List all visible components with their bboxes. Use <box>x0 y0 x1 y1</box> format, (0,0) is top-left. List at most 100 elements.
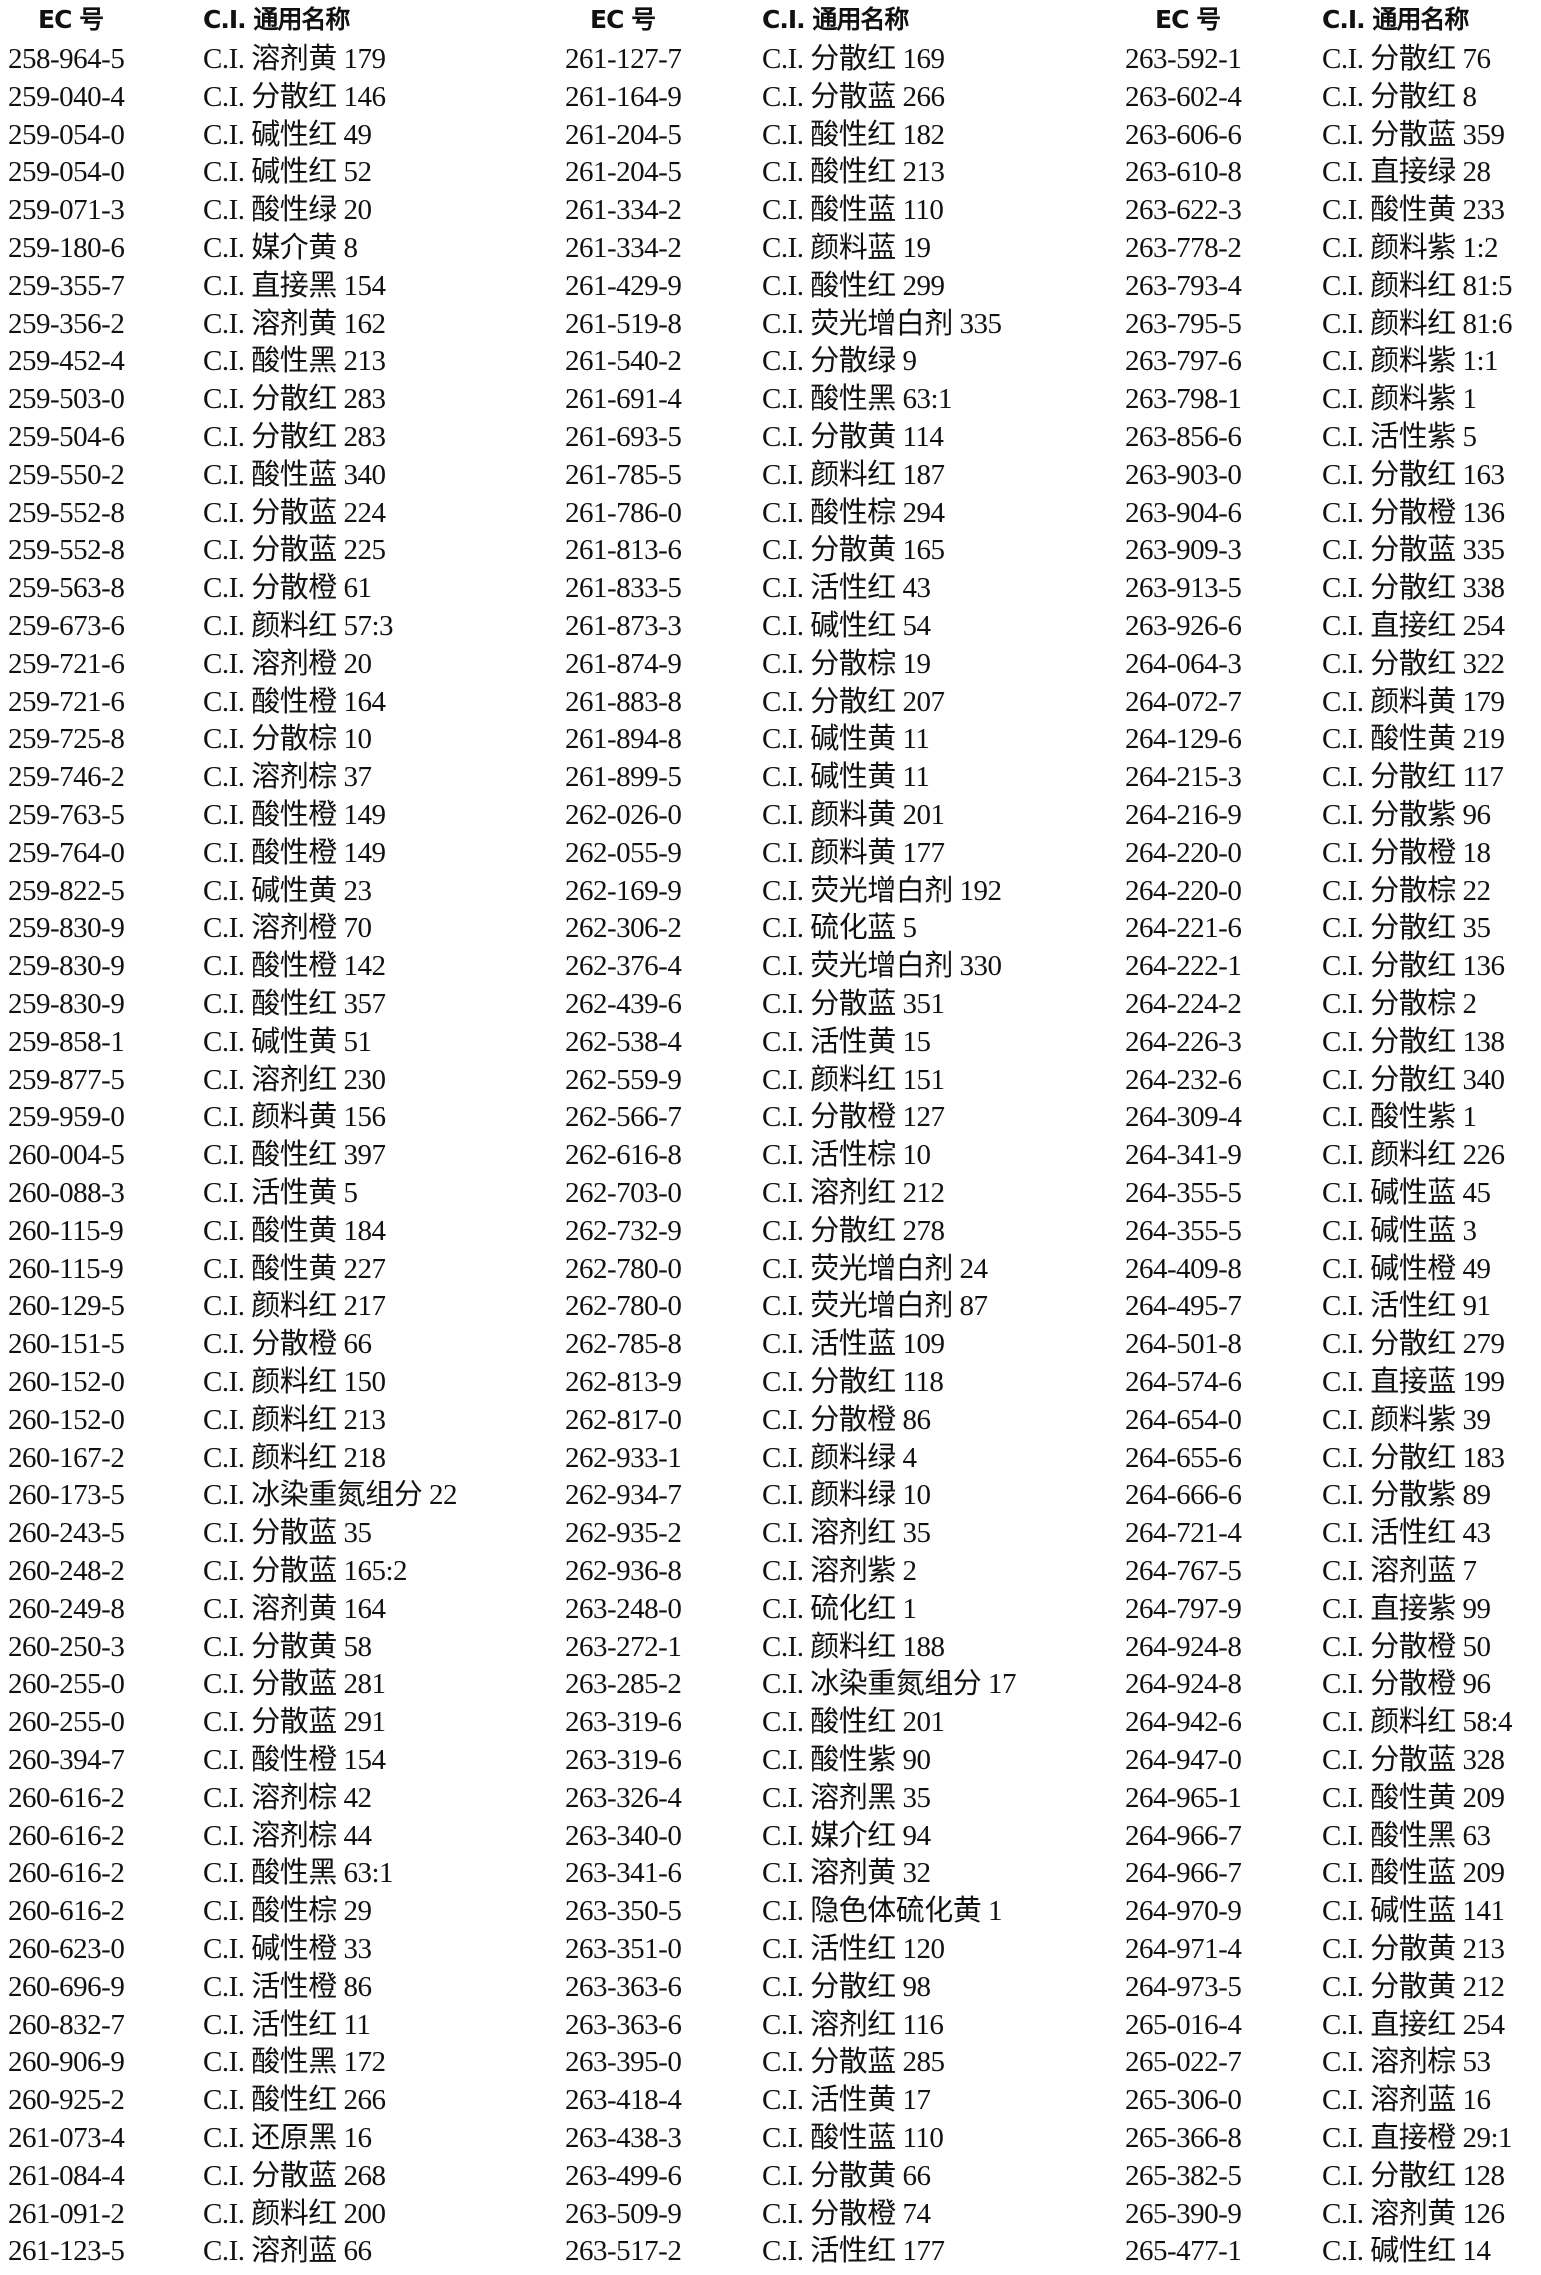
ci-name-cell: C.I. 荧光增白剂 330 <box>762 950 1002 983</box>
ci-name-cell: C.I. 酸性红 266 <box>203 2084 386 2117</box>
ci-name-cell: C.I. 直接蓝 199 <box>1322 1366 1505 1398</box>
ci-name-cell: C.I. 直接绿 28 <box>1322 156 1491 189</box>
ci-name-cell: C.I. 酸性红 397 <box>203 1139 386 1172</box>
ec-number-cell: 264-767-5 <box>1125 1555 1242 1587</box>
ec-number-cell: 261-204-5 <box>565 156 682 189</box>
header-ci-name: C.I. 通用名称 <box>762 5 909 34</box>
ci-name-cell: C.I. 溶剂橙 70 <box>203 912 372 945</box>
ec-number-cell: 260-151-5 <box>8 1328 125 1361</box>
ci-name-cell: C.I. 分散蓝 35 <box>203 1517 372 1550</box>
ci-name-cell: C.I. 颜料红 226 <box>1322 1139 1505 1172</box>
ec-number-cell: 262-934-7 <box>565 1479 682 1512</box>
ci-name-cell: C.I. 颜料黄 156 <box>203 1101 386 1134</box>
ci-name-cell: C.I. 酸性红 299 <box>762 269 945 302</box>
ci-name-cell: C.I. 直接红 254 <box>1322 2008 1505 2041</box>
ec-number-cell: 263-778-2 <box>1125 232 1242 264</box>
ci-name-cell: C.I. 分散橙 96 <box>1322 1668 1491 1701</box>
ci-name-cell: C.I. 分散绿 9 <box>762 345 917 378</box>
ec-number-cell: 262-933-1 <box>565 1441 682 1474</box>
ec-number-cell: 264-129-6 <box>1125 723 1242 756</box>
ci-name-cell: C.I. 溶剂紫 2 <box>762 1555 917 1587</box>
ec-number-cell: 264-973-5 <box>1125 1970 1242 2003</box>
ec-number-cell: 264-924-8 <box>1125 1630 1242 1663</box>
ci-name-cell: C.I. 分散棕 19 <box>762 647 931 680</box>
ci-name-cell: C.I. 分散黄 114 <box>762 421 944 453</box>
ec-number-cell: 261-873-3 <box>565 610 682 642</box>
ci-name-cell: C.I. 分散蓝 268 <box>203 2159 386 2192</box>
ci-name-cell: C.I. 溶剂红 212 <box>762 1177 945 1209</box>
ec-number-cell: 261-204-5 <box>565 118 682 151</box>
ec-number-cell: 259-180-6 <box>8 232 125 264</box>
ec-number-cell: 261-123-5 <box>8 2235 125 2268</box>
ec-number-cell: 264-495-7 <box>1125 1290 1242 1323</box>
ci-name-cell: C.I. 分散蓝 165:2 <box>203 1555 408 1587</box>
ci-name-cell: C.I. 酸性黄 184 <box>203 1214 386 1247</box>
ci-name-cell: C.I. 分散紫 89 <box>1322 1479 1491 1512</box>
ec-number-cell: 259-877-5 <box>8 1063 125 1096</box>
ec-number-cell: 259-763-5 <box>8 799 125 831</box>
header-ec-number: EC 号 <box>590 5 656 34</box>
ec-number-cell: 264-655-6 <box>1125 1441 1242 1474</box>
ci-name-cell: C.I. 活性黄 5 <box>203 1177 358 1209</box>
ec-number-cell: 264-355-5 <box>1125 1177 1242 1209</box>
ci-name-cell: C.I. 碱性红 54 <box>762 610 931 642</box>
ci-name-cell: C.I. 分散红 283 <box>203 383 386 416</box>
ci-name-cell: C.I. 碱性蓝 141 <box>1322 1895 1505 1928</box>
ci-name-cell: C.I. 分散黄 66 <box>762 2159 931 2192</box>
ci-name-cell: C.I. 酸性黄 209 <box>1322 1781 1505 1814</box>
ci-name-cell: C.I. 分散蓝 225 <box>203 534 386 567</box>
ec-number-cell: 263-351-0 <box>565 1933 682 1965</box>
ci-name-cell: C.I. 碱性红 14 <box>1322 2235 1491 2268</box>
ci-name-cell: C.I. 活性紫 5 <box>1322 421 1477 453</box>
ci-name-cell: C.I. 分散蓝 351 <box>762 988 945 1020</box>
ec-number-cell: 263-797-6 <box>1125 345 1242 378</box>
ec-number-cell: 261-429-9 <box>565 269 682 302</box>
ci-name-cell: C.I. 硫化红 1 <box>762 1592 917 1625</box>
ec-number-cell: 259-725-8 <box>8 723 125 756</box>
ci-name-cell: C.I. 分散橙 66 <box>203 1328 372 1361</box>
ci-name-cell: C.I. 分散黄 165 <box>762 534 945 567</box>
ci-name-cell: C.I. 分散红 183 <box>1322 1441 1505 1474</box>
ci-name-cell: C.I. 颜料黄 179 <box>1322 685 1505 718</box>
ec-number-cell: 261-786-0 <box>565 496 682 529</box>
ec-number-cell: 263-509-9 <box>565 2197 682 2230</box>
ci-name-cell: C.I. 溶剂黄 162 <box>203 307 386 340</box>
ec-number-cell: 260-250-3 <box>8 1630 125 1663</box>
ec-number-cell: 264-215-3 <box>1125 761 1242 794</box>
ec-number-cell: 262-538-4 <box>565 1025 682 1058</box>
ec-number-cell: 263-499-6 <box>565 2159 682 2192</box>
ec-number-cell: 263-319-6 <box>565 1706 682 1739</box>
ec-number-cell: 262-817-0 <box>565 1403 682 1436</box>
ec-number-cell: 259-822-5 <box>8 874 125 907</box>
ec-number-cell: 265-016-4 <box>1125 2008 1242 2041</box>
ec-number-cell: 260-925-2 <box>8 2084 125 2117</box>
ci-name-cell: C.I. 直接黑 154 <box>203 269 386 302</box>
ci-name-cell: C.I. 荧光增白剂 192 <box>762 874 1002 907</box>
ec-number-cell: 261-813-6 <box>565 534 682 567</box>
ec-number-cell: 261-091-2 <box>8 2197 125 2230</box>
ci-name-cell: C.I. 颜料红 58:4 <box>1322 1706 1513 1739</box>
ci-name-cell: C.I. 颜料红 200 <box>203 2197 386 2230</box>
ci-name-cell: C.I. 分散蓝 224 <box>203 496 386 529</box>
ec-number-cell: 264-355-5 <box>1125 1214 1242 1247</box>
ec-number-cell: 262-732-9 <box>565 1214 682 1247</box>
header-ec-number: EC 号 <box>1155 5 1221 34</box>
ci-name-cell: C.I. 酸性红 201 <box>762 1706 945 1739</box>
ec-number-cell: 263-903-0 <box>1125 458 1242 491</box>
ci-name-cell: C.I. 溶剂红 116 <box>762 2008 944 2041</box>
ec-number-cell: 263-602-4 <box>1125 80 1242 113</box>
ci-name-cell: C.I. 颜料黄 177 <box>762 836 945 869</box>
ec-number-cell: 262-616-8 <box>565 1139 682 1172</box>
ci-name-cell: C.I. 溶剂蓝 16 <box>1322 2084 1491 2117</box>
ec-number-cell: 265-477-1 <box>1125 2235 1242 2268</box>
ci-name-cell: C.I. 分散橙 18 <box>1322 836 1491 869</box>
ci-name-cell: C.I. 媒介黄 8 <box>203 232 358 264</box>
ec-number-cell: 259-504-6 <box>8 421 125 453</box>
ec-number-cell: 264-224-2 <box>1125 988 1242 1020</box>
ec-number-cell: 262-055-9 <box>565 836 682 869</box>
ci-name-cell: C.I. 荧光增白剂 335 <box>762 307 1002 340</box>
ci-name-cell: C.I. 酸性绿 20 <box>203 194 372 227</box>
ci-name-cell: C.I. 分散红 278 <box>762 1214 945 1247</box>
ci-name-cell: C.I. 颜料黄 201 <box>762 799 945 831</box>
ci-name-cell: C.I. 碱性红 49 <box>203 118 372 151</box>
